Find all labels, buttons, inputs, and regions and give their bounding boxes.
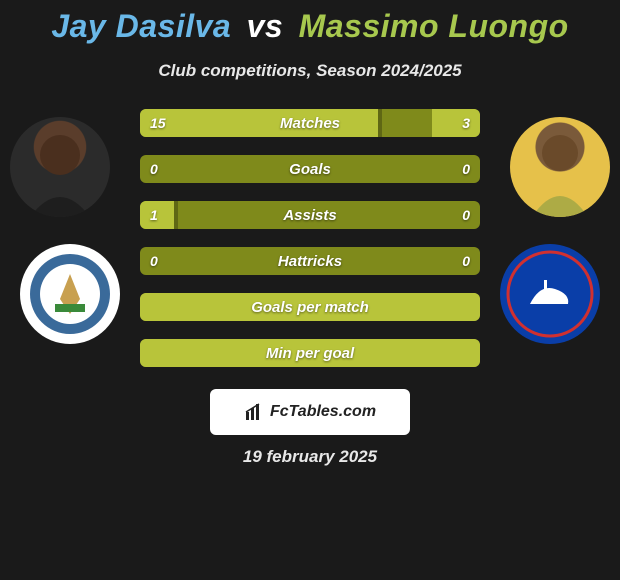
- stat-row: Goals per match: [140, 293, 480, 321]
- club1-crest-icon: [20, 244, 120, 344]
- stat-row: 10Assists: [140, 201, 480, 229]
- brand-text: FcTables.com: [270, 403, 376, 421]
- brand-badge: FcTables.com: [210, 389, 410, 435]
- stat-row: Min per goal: [140, 339, 480, 367]
- stat-label: Hattricks: [140, 247, 480, 275]
- stats-bars: 153Matches 00Goals 10Assists 00Hattricks Goa…: [140, 109, 480, 385]
- club1-crest: [20, 244, 120, 344]
- stat-label: Assists: [140, 201, 480, 229]
- stat-label: Min per goal: [140, 339, 480, 367]
- stat-row: 00Hattricks: [140, 247, 480, 275]
- club2-crest: [500, 244, 600, 344]
- stat-label: Goals per match: [140, 293, 480, 321]
- player2-avatar: [510, 117, 610, 217]
- comparison-stage: 153Matches 00Goals 10Assists 00Hattricks Goa…: [0, 99, 620, 519]
- brand-logo-icon: [244, 402, 264, 422]
- comparison-title: Jay Dasilva vs Massimo Luongo: [0, 0, 620, 45]
- player1-name: Jay Dasilva: [51, 8, 231, 44]
- stat-label: Matches: [140, 109, 480, 137]
- player1-avatar-icon: [10, 117, 110, 217]
- stat-row: 00Goals: [140, 155, 480, 183]
- player2-name: Massimo Luongo: [299, 8, 569, 44]
- vs-text: vs: [247, 8, 284, 44]
- stat-label: Goals: [140, 155, 480, 183]
- player1-avatar: [10, 117, 110, 217]
- date-text: 19 february 2025: [0, 447, 620, 467]
- stat-row: 153Matches: [140, 109, 480, 137]
- subtitle: Club competitions, Season 2024/2025: [0, 61, 620, 81]
- club2-crest-icon: [500, 244, 600, 344]
- player2-avatar-icon: [510, 117, 610, 217]
